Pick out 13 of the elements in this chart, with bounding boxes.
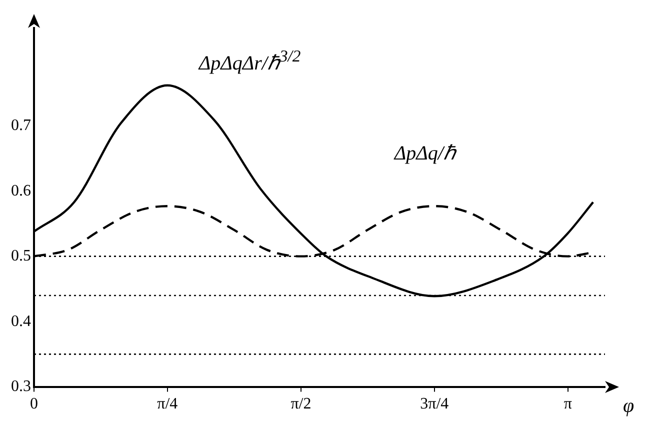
x-tick-label: 0 bbox=[30, 396, 38, 413]
y-tick-label: 0.3 bbox=[11, 378, 31, 396]
y-tick-label: 0.6 bbox=[11, 182, 31, 200]
y-tick-label: 0.4 bbox=[11, 312, 31, 330]
x-tick-label: 3π/4 bbox=[420, 396, 449, 413]
y-tick-label: 0.5 bbox=[11, 248, 31, 265]
x-tick-label: π bbox=[564, 396, 572, 413]
x-tick-label: π/2 bbox=[290, 396, 312, 413]
x-axis-title: φ bbox=[623, 394, 634, 418]
text: ΔpΔq/ℏ bbox=[394, 141, 456, 166]
x-tick-label: π/4 bbox=[157, 396, 178, 413]
series-label: ΔpΔqΔr/ℏ$^{3/2}$ bbox=[198, 46, 301, 75]
y-tick-label: 0.7 bbox=[11, 117, 31, 134]
